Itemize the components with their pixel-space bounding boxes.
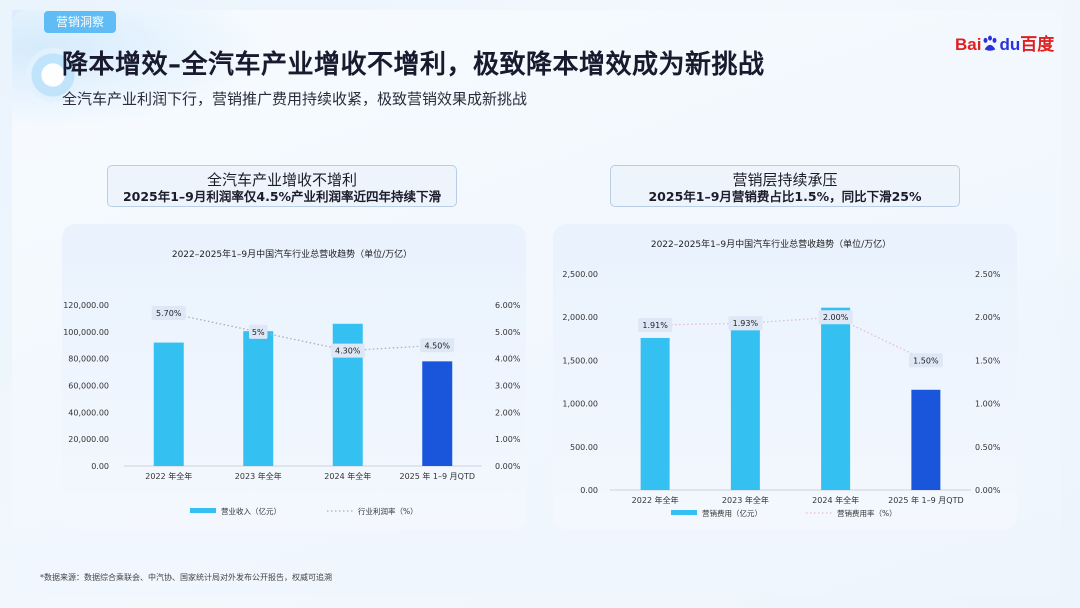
y2-axis-tick-label: 1.00% [495,435,521,444]
y2-axis-tick-label: 0.00% [975,486,1001,495]
data-label-box [420,338,455,353]
data-source-footnote: *数据来源：数据综合乘联会、中汽协、国家统计局对外发布公开报告，权威可追溯 [40,573,332,582]
data-label: 4.50% [425,341,451,350]
bar [243,331,274,466]
y-axis-tick-label: 0.00 [580,486,598,495]
y-axis-tick-label: 20,000.00 [68,435,109,444]
page-subtitle: 全汽车产业利润下行，营销推广费用持续收紧，极致营销效果成新挑战 [62,90,528,108]
chart-title: 2022–2025年1–9月中国汽车行业总营收趋势（单位/万亿） [172,248,412,260]
decorative-ring [26,48,80,102]
data-label-box [908,353,943,368]
y-axis-tick-label: 40,000.00 [68,408,109,417]
page-title: 降本增效–全汽车产业增收不增利，极致降本增效成为新挑战 [62,50,765,80]
data-label-box [728,316,763,331]
y2-axis-tick-label: 1.00% [975,400,1001,409]
y2-axis-tick-label: 4.00% [495,355,521,364]
legend-label-bar: 营业收入（亿元） [221,506,281,516]
y2-axis-tick-label: 0.00% [495,462,521,471]
bar [911,389,941,490]
marketing-cost-chart: 2022–2025年1–9月中国汽车行业总营收趋势（单位/万亿） 0.00 500.… [562,238,1001,518]
y-axis-tick-label: 1,000.00 [562,400,598,409]
legend-swatch-bar [671,510,697,515]
y2-axis-tick-label: 2.50% [975,270,1001,279]
left-callout-title: 全汽车产业增收不增利 [206,171,357,189]
x-axis-category-label: 2022 年全年 [145,471,192,481]
data-label: 1.91% [642,321,668,330]
y2-axis-tick-label: 2.00% [495,408,521,417]
data-label: 1.50% [913,356,939,365]
right-callout-detail: 2025年1–9月营销费占比1.5%，同比下滑25% [648,189,922,204]
logo-text-bai: Bai [955,35,982,54]
chart-title: 2022–2025年1–9月中国汽车行业总营收趋势（单位/万亿） [651,238,891,250]
bar [730,330,760,490]
y-axis-tick-label: 500.00 [570,443,598,452]
x-axis-category-label: 2025 年 1–9 月QTD [888,495,964,505]
legend-swatch-bar [190,508,216,513]
data-label-box [638,317,673,332]
data-label: 5.70% [156,309,182,318]
section-tag: 营销洞察 [44,11,117,33]
revenue-chart: 2022–2025年1–9月中国汽车行业总营收趋势（单位/万亿） 0.00 20,0… [63,248,521,516]
y2-axis-tick-label: 6.00% [495,301,521,310]
data-label: 5% [252,328,265,337]
right-callout: 营销层持续承压 2025年1–9月营销费占比1.5%，同比下滑25% [610,165,960,207]
x-axis-category-label: 2025 年 1–9 月QTD [399,471,475,481]
bar [640,337,670,490]
y-axis-tick-label: 60,000.00 [68,382,109,391]
y2-axis-tick-label: 3.00% [495,382,521,391]
y-axis-tick-label: 1,500.00 [562,356,598,365]
data-label-box [330,343,365,358]
data-label-box [151,306,186,321]
baidu-paw-icon [983,35,997,51]
data-label: 1.93% [733,319,759,328]
y-axis-tick-label: 120,000.00 [63,301,109,310]
y2-axis-tick-label: 5.00% [495,328,521,337]
x-axis-category-label: 2022 年全年 [632,495,679,505]
left-callout-detail: 2025年1–9月利润率仅4.5%产业利润率近四年持续下滑 [122,189,442,204]
legend-label-line: 营销费用率（%） [837,508,897,518]
data-label-box [818,310,853,325]
data-label: 4.30% [335,347,361,356]
y-axis-tick-label: 2,500.00 [562,270,598,279]
left-callout: 全汽车产业增收不增利 2025年1–9月利润率仅4.5%产业利润率近四年持续下滑 [107,165,457,207]
y-axis-tick-label: 80,000.00 [68,355,109,364]
x-axis-category-label: 2024 年全年 [812,495,859,505]
legend-label-bar: 营销费用（亿元） [702,508,762,518]
bar [422,361,453,466]
y2-axis-tick-label: 2.00% [975,313,1001,322]
data-label: 2.00% [823,313,849,322]
y-axis-tick-label: 100,000.00 [63,328,109,337]
x-axis-category-label: 2023 年全年 [235,471,282,481]
x-axis-category-label: 2023 年全年 [722,495,769,505]
trend-line [655,316,927,361]
y2-axis-tick-label: 1.50% [975,356,1001,365]
data-label-box [249,324,268,339]
y-axis-tick-label: 2,000.00 [562,313,598,322]
y2-axis-tick-label: 0.50% [975,443,1001,452]
logo-text-du: du [999,35,1021,54]
bar [153,342,184,466]
baidu-logo: Bai du百度 [955,30,1054,55]
x-axis-category-label: 2024 年全年 [324,471,371,481]
logo-text-cn: 百度 [1020,35,1055,54]
y-axis-tick-label: 0.00 [91,462,109,471]
bar [821,307,851,490]
right-callout-title: 营销层持续承压 [732,171,838,189]
legend-label-line: 行业利润率（%） [358,506,418,516]
trend-line [168,312,438,352]
